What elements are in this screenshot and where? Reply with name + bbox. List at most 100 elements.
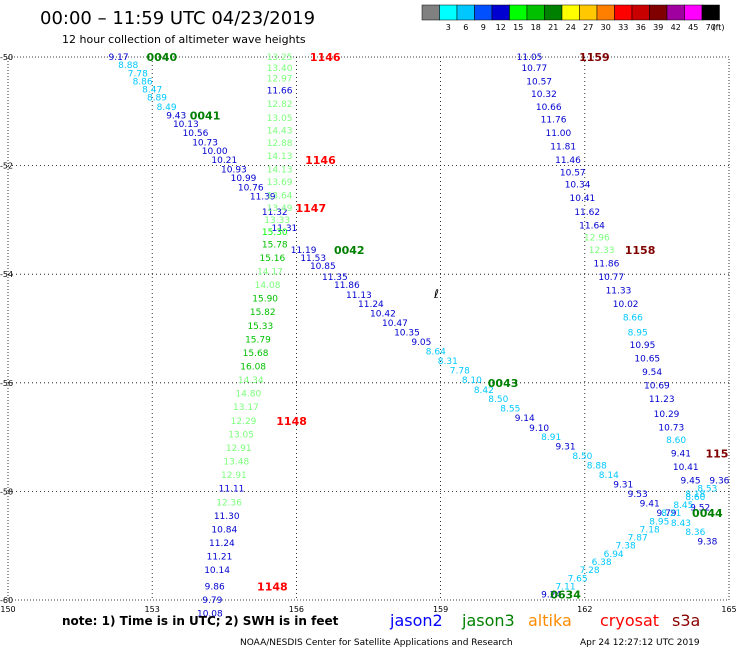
swh-value: 9.14 [515, 414, 535, 424]
swh-value: 10.02 [613, 300, 639, 310]
swh-value: 9.54 [642, 368, 662, 378]
swh-value: 13.48 [223, 458, 249, 468]
swh-value: 11.11 [219, 485, 245, 495]
swh-value: 11.24 [358, 300, 384, 310]
swh-value: 10.57 [560, 169, 586, 179]
swh-value: 9.36 [709, 477, 729, 487]
swh-value: 13.49 [267, 204, 293, 214]
legend-bin-label: 33 [618, 23, 628, 32]
swh-value: 8.50 [572, 452, 592, 462]
swh-value: 11.53 [300, 254, 326, 264]
swh-value: 8.60 [666, 436, 686, 446]
y-tick-label: -58 [0, 487, 13, 496]
swh-value: 8.10 [462, 376, 482, 386]
legend-bin-label: 3 [446, 23, 451, 32]
legend-bin-label: 45 [688, 23, 698, 32]
swh-value: 11.86 [334, 281, 360, 291]
legend-bin-label: 30 [601, 23, 611, 32]
pass-time-label: 1146 [310, 51, 341, 64]
swh-value: 8.91 [541, 433, 561, 443]
swh-value: 7.78 [450, 366, 470, 376]
swh-value: 14.08 [255, 281, 281, 291]
legend-swatch [666, 4, 685, 21]
swh-value: 15.16 [259, 254, 285, 264]
swh-value: 8.49 [157, 103, 177, 113]
pass-time-label: 0041 [190, 110, 221, 123]
swh-value: 10.76 [238, 183, 264, 193]
swh-value: 8.53 [697, 485, 717, 495]
legend-swatch [631, 4, 650, 21]
swh-value: 9.24 [541, 591, 561, 601]
swh-value: 7.65 [568, 574, 588, 584]
swh-value: 9.10 [529, 424, 549, 434]
legend-swatch [509, 4, 528, 21]
swh-value: 15.79 [245, 335, 271, 345]
swh-value: 11.81 [550, 143, 576, 153]
swh-value: 15.30 [262, 228, 288, 238]
y-tick-label: -52 [0, 162, 13, 171]
swh-value: 11.24 [209, 539, 235, 549]
swh-value: 11.66 [267, 87, 293, 97]
pass-time-label: 0042 [334, 244, 365, 257]
swh-value: 13.17 [233, 403, 259, 413]
swh-value: 12.88 [267, 139, 293, 149]
legend-swatch [614, 4, 633, 21]
legend-swatch [491, 4, 510, 21]
swh-value: 13.25 [267, 53, 293, 63]
swh-value: 8.86 [133, 77, 153, 87]
legend-bin-label: 18 [531, 23, 541, 32]
legend-bin-label: 6 [463, 23, 468, 32]
legend-bin-label: 9 [481, 23, 486, 32]
swh-value: 11.23 [649, 395, 675, 405]
x-tick-label: 156 [289, 605, 304, 614]
swh-value: 7.18 [640, 525, 660, 535]
swh-value: 14.17 [257, 267, 283, 277]
swh-value: 11.62 [574, 208, 600, 218]
pass-time-labels: 0040 0041 0042 0043 0044 0634 1146 1146 1147 1148… [147, 51, 729, 602]
legend-swatch [474, 4, 493, 21]
swh-value: 10.65 [634, 354, 660, 364]
swh-value: 10.41 [570, 194, 596, 204]
swh-value: 8.36 [685, 528, 705, 538]
footer-credit: NOAA/NESDIS Center for Satellite Applica… [240, 638, 513, 648]
swh-value: 11.86 [594, 259, 620, 269]
swh-value: 10.14 [204, 566, 230, 576]
swh-value: 6.38 [592, 558, 612, 568]
swh-value: 7.78 [128, 69, 148, 79]
swh-value: 10.00 [202, 147, 228, 157]
swh-value: 12.91 [226, 444, 252, 454]
swh-value: 8.43 [671, 519, 691, 529]
swh-value: 7.38 [616, 542, 636, 552]
swh-value: 8.88 [118, 61, 138, 71]
pass-time-label: 0044 [692, 507, 723, 520]
pass-time-label: 115 [705, 447, 728, 460]
swh-value: 8.14 [599, 471, 619, 481]
legend-swatch [456, 4, 475, 21]
swh-value: 10.69 [644, 382, 670, 392]
swh-value: 9.45 [681, 477, 701, 487]
legend-swatch [684, 4, 703, 21]
swh-value: 9.86 [205, 582, 225, 592]
swh-value: 15.33 [247, 322, 273, 332]
swh-value: 10.84 [211, 525, 237, 535]
swh-value: 11.46 [555, 156, 581, 166]
swh-value: 10.21 [211, 156, 237, 166]
swh-value: 9.38 [697, 537, 717, 547]
swh-value: 10.56 [183, 129, 209, 139]
swh-value: 7.11 [556, 582, 576, 592]
swh-value: 8.42 [474, 386, 494, 396]
legend-bin-label: 27 [583, 23, 593, 32]
satellite-name-cryosat: cryosat [600, 611, 659, 630]
swh-value: 15.78 [262, 240, 288, 250]
swh-value: 11.64 [579, 221, 605, 231]
legend-swatch [544, 4, 563, 21]
swh-value: 11.76 [541, 115, 567, 125]
swh-value: 13.33 [264, 216, 290, 226]
swh-value: 10.41 [673, 463, 699, 473]
swh-value: 8.60 [685, 493, 705, 503]
swh-value: 10.13 [173, 120, 199, 130]
swh-value: 8.47 [142, 86, 162, 96]
legend-bin-label: 12 [496, 23, 506, 32]
footer-timestamp: Apr 24 12:27:12 UTC 2019 [580, 638, 700, 648]
